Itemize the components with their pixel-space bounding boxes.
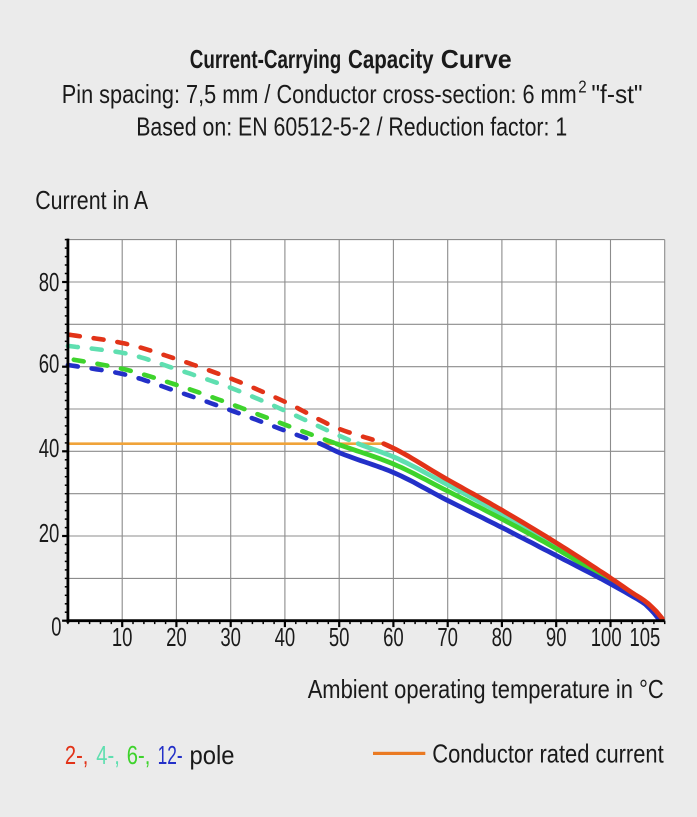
svg-text:40: 40	[275, 622, 296, 652]
svg-text:Conductor rated current: Conductor rated current	[432, 739, 664, 769]
svg-text:Current in A: Current in A	[35, 185, 149, 215]
svg-text:60: 60	[383, 622, 404, 652]
svg-text:Curve: Curve	[441, 44, 512, 74]
svg-text:4-,: 4-,	[96, 740, 120, 770]
svg-text:40: 40	[39, 433, 60, 463]
svg-text:10: 10	[112, 622, 133, 652]
svg-text:2: 2	[578, 77, 586, 97]
svg-text:Pin spacing: 7,5 mm / Conducto: Pin spacing: 7,5 mm / Conductor cross-se…	[62, 79, 577, 109]
svg-text:Based on: EN 60512-5-2 / Reduc: Based on: EN 60512-5-2 / Reduction facto…	[136, 112, 567, 142]
svg-text:20: 20	[166, 622, 187, 652]
svg-text:0: 0	[51, 612, 61, 642]
svg-text:"f-st": "f-st"	[591, 79, 642, 109]
svg-text:2-,: 2-,	[65, 740, 89, 770]
svg-text:80: 80	[492, 622, 513, 652]
svg-text:70: 70	[437, 622, 458, 652]
svg-text:80: 80	[39, 267, 60, 297]
svg-text:60: 60	[39, 348, 60, 378]
svg-text:100: 100	[591, 622, 622, 652]
svg-text:90: 90	[546, 622, 567, 652]
svg-text:Capacity: Capacity	[348, 44, 434, 74]
svg-text:30: 30	[220, 622, 241, 652]
svg-text:20: 20	[39, 518, 60, 548]
svg-text:12-: 12-	[158, 740, 183, 770]
svg-text:pole: pole	[190, 740, 235, 770]
svg-text:Current-Carrying: Current-Carrying	[190, 44, 341, 74]
svg-text:Ambient operating temperature: Ambient operating temperature in °C	[308, 674, 664, 704]
svg-text:105: 105	[630, 622, 661, 652]
svg-text:50: 50	[329, 622, 350, 652]
svg-text:6-,: 6-,	[127, 740, 151, 770]
